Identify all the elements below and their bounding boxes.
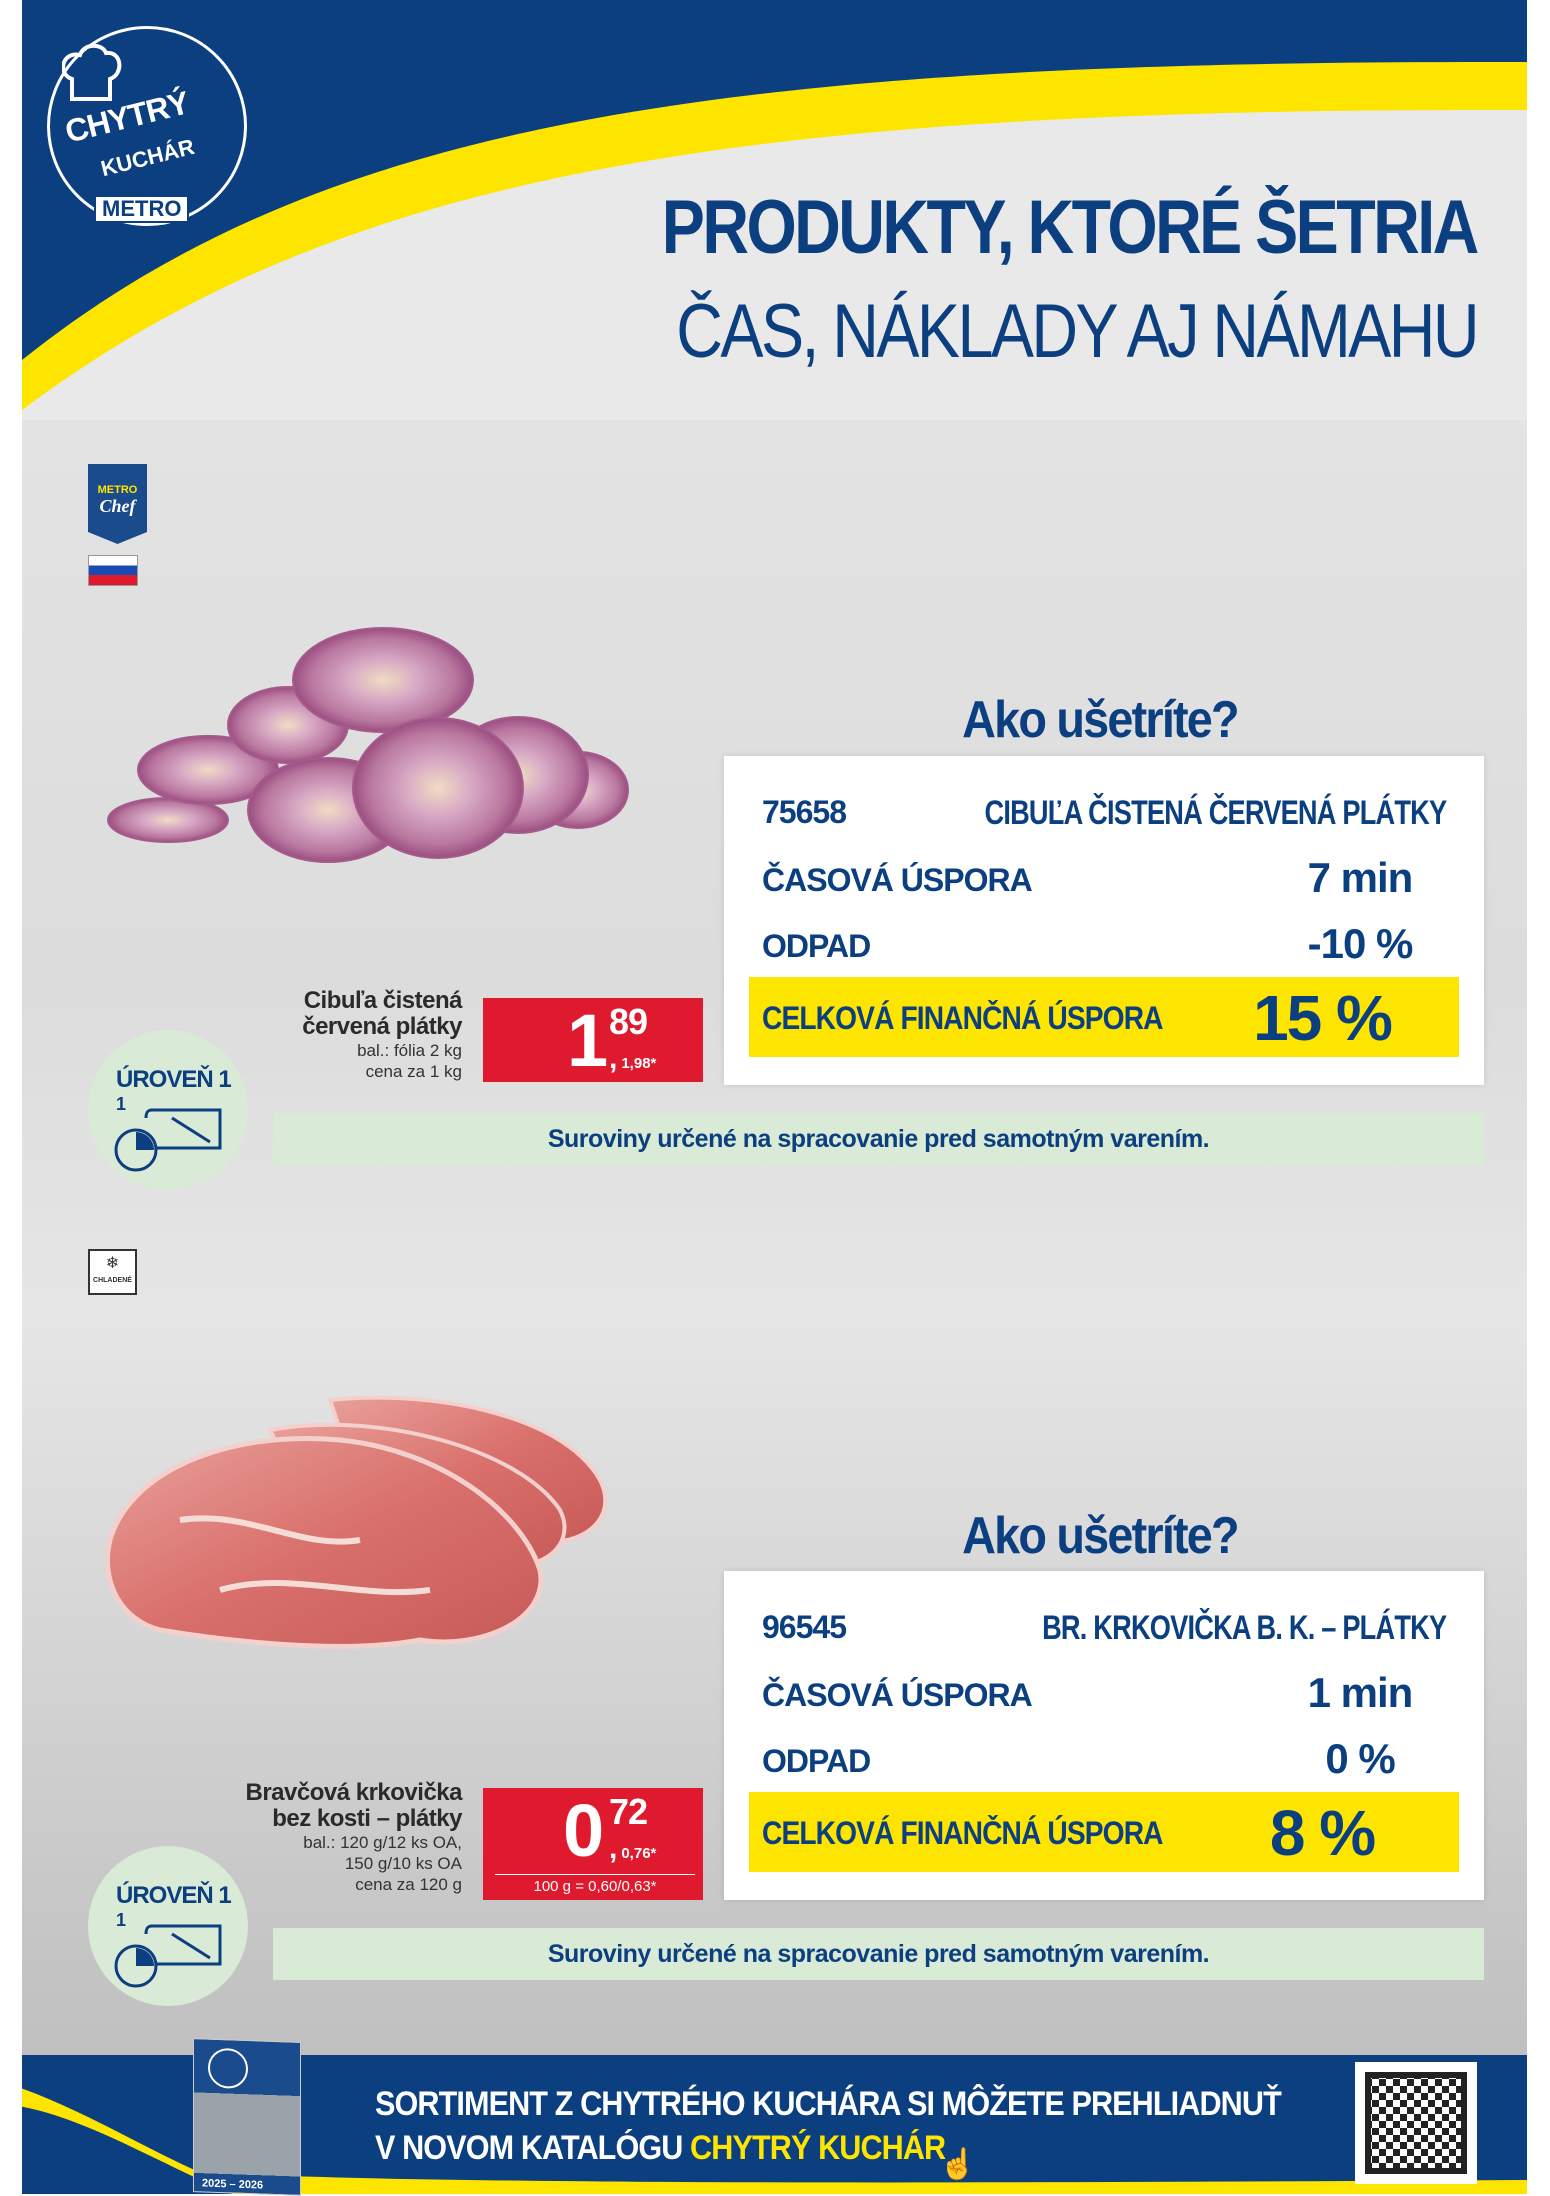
timer-knife-icon [114, 1924, 222, 1988]
product-code-name: BR. KRKOVIČKA B. K. – PLÁTKY [1041, 1609, 1447, 1647]
level-label: ÚROVEŇ 1 [116, 1066, 232, 1093]
total-saving-highlight: CELKOVÁ FINANČNÁ ÚSPORA 15 % [749, 977, 1459, 1057]
chytry-kuchar-logo: CHYTRÝ KUCHÁR METRO [47, 26, 247, 226]
product-code: 96545 [762, 1609, 847, 1645]
price-integer: 1 [567, 999, 608, 1082]
chilled-icon: ❄ CHLADENÉ [88, 1249, 137, 1295]
product-price-basis: cena za 120 g [355, 1875, 462, 1894]
product-code-name: CIBUĽA ČISTENÁ ČERVENÁ PLÁTKY [984, 794, 1447, 832]
waste-value: 0 % [1325, 1735, 1395, 1782]
time-saving-value: 1 min [1307, 1669, 1414, 1716]
total-saving-label: CELKOVÁ FINANČNÁ ÚSPORA [762, 1000, 1163, 1036]
price-tag: 0 72 , 0,76* 100 g = 0,60/0,63* [483, 1788, 703, 1900]
total-saving-value: 15 % [1253, 982, 1393, 1054]
footer-line2-prefix: V NOVOM KATALÓGU [375, 2129, 691, 2167]
price-integer: 0 [563, 1789, 604, 1872]
level-number: 1 [116, 1910, 127, 1930]
product-package: bal.: fólia 2 kg [357, 1041, 462, 1060]
waste-label: ODPAD [762, 928, 871, 964]
pork-neck-slices-image [104, 1395, 608, 1649]
price-tag: 1 89 , 1,98* [483, 998, 703, 1082]
catalog-years: 2025 – 2026 [202, 2177, 264, 2192]
preparation-note: Suroviny určené na spracovanie pred samo… [273, 1928, 1484, 1980]
footer-line2[interactable]: V NOVOM KATALÓGU CHYTRÝ KUCHÁR [375, 2129, 946, 2168]
difficulty-level-badge: ÚROVEŇ 1 1 [88, 1846, 248, 2006]
savings-card: 75658 CIBUĽA ČISTENÁ ČERVENÁ PLÁTKY ČASOV… [724, 756, 1484, 1085]
product-name-line1: Cibuľa čistená [303, 987, 463, 1014]
price-decimal: 89 [609, 1001, 648, 1042]
header-banner [22, 0, 1527, 420]
footer-swoosh [22, 2088, 1527, 2194]
price-with-vat: 0,76* [621, 1845, 657, 1862]
product-name-line1: Bravčová krkovička [245, 1779, 463, 1806]
logo-text-kuchar: KUCHÁR [98, 133, 197, 182]
red-onion-slices-image [107, 627, 629, 863]
level-number: 1 [116, 1094, 127, 1114]
metro-chef-badge: METRO Chef [88, 464, 147, 544]
unit-price: 100 g = 0,60/0,63* [495, 1874, 695, 1897]
time-saving-value: 7 min [1307, 854, 1414, 901]
metro-chef-brand: METRO [97, 484, 138, 496]
product-price-basis: cena za 1 kg [365, 1062, 462, 1081]
footer-line1: SORTIMENT Z CHYTRÉHO KUCHÁRA SI MÔŽETE P… [375, 2085, 1282, 2123]
preparation-note: Suroviny určené na spracovanie pred samo… [273, 1113, 1484, 1165]
product-name-line2: červená plátky [302, 1013, 462, 1040]
page-title: PRODUKTY, KTORÉ ŠETRIA [662, 185, 1479, 270]
catalog-cover-image[interactable]: 2025 – 2026 [193, 2038, 301, 2196]
savings-heading: Ako ušetríte? [962, 1507, 1239, 1565]
metro-chef-label: Chef [99, 496, 136, 516]
product-code: 75658 [762, 794, 847, 830]
price-comma: , [609, 1042, 618, 1075]
snowflake-drops-icon: ❄ [105, 1255, 120, 1272]
page-subtitle: ČAS, NÁKLADY AJ NÁMAHU [676, 289, 1479, 374]
catalog-logo [208, 2047, 248, 2090]
price-with-vat: 1,98* [621, 1055, 657, 1072]
waste-value: -10 % [1307, 920, 1414, 967]
timer-knife-icon [114, 1108, 222, 1172]
total-saving-highlight: CELKOVÁ FINANČNÁ ÚSPORA 8 % [749, 1792, 1459, 1872]
price-comma: , [609, 1832, 618, 1865]
time-saving-label: ČASOVÁ ÚSPORA [762, 1677, 1033, 1713]
product-info: Bravčová krkovička bez kosti – plátky ba… [246, 1780, 463, 1895]
metro-logo: METRO [94, 195, 190, 224]
total-saving-value: 8 % [1269, 1797, 1376, 1869]
waste-label: ODPAD [762, 1743, 871, 1779]
level-label: ÚROVEŇ 1 [116, 1882, 232, 1909]
chef-hat-icon [62, 43, 122, 101]
product-package-alt: 150 g/10 ks OA [344, 1854, 462, 1873]
product-package: bal.: 120 g/12 ks OA, [303, 1833, 462, 1852]
total-saving-label: CELKOVÁ FINANČNÁ ÚSPORA [762, 1815, 1163, 1851]
hand-pointer-icon: ☝ [939, 2148, 977, 2181]
qr-code[interactable] [1355, 2062, 1477, 2184]
product-name-line2: bez kosti – plátky [272, 1805, 462, 1832]
time-saving-label: ČASOVÁ ÚSPORA [762, 862, 1033, 898]
product-info: Cibuľa čistená červená plátky bal.: fóli… [302, 988, 462, 1082]
chilled-label: CHLADENÉ [93, 1277, 132, 1284]
slovakia-flag-icon [88, 555, 138, 586]
savings-card: 96545 BR. KRKOVIČKA B. K. – PLÁTKY ČASOVÁ… [724, 1571, 1484, 1900]
price-decimal: 72 [609, 1791, 648, 1832]
savings-heading: Ako ušetríte? [962, 691, 1239, 749]
footer-catalog-link[interactable]: CHYTRÝ KUCHÁR [690, 2129, 946, 2167]
difficulty-level-badge: ÚROVEŇ 1 1 [88, 1030, 248, 1190]
